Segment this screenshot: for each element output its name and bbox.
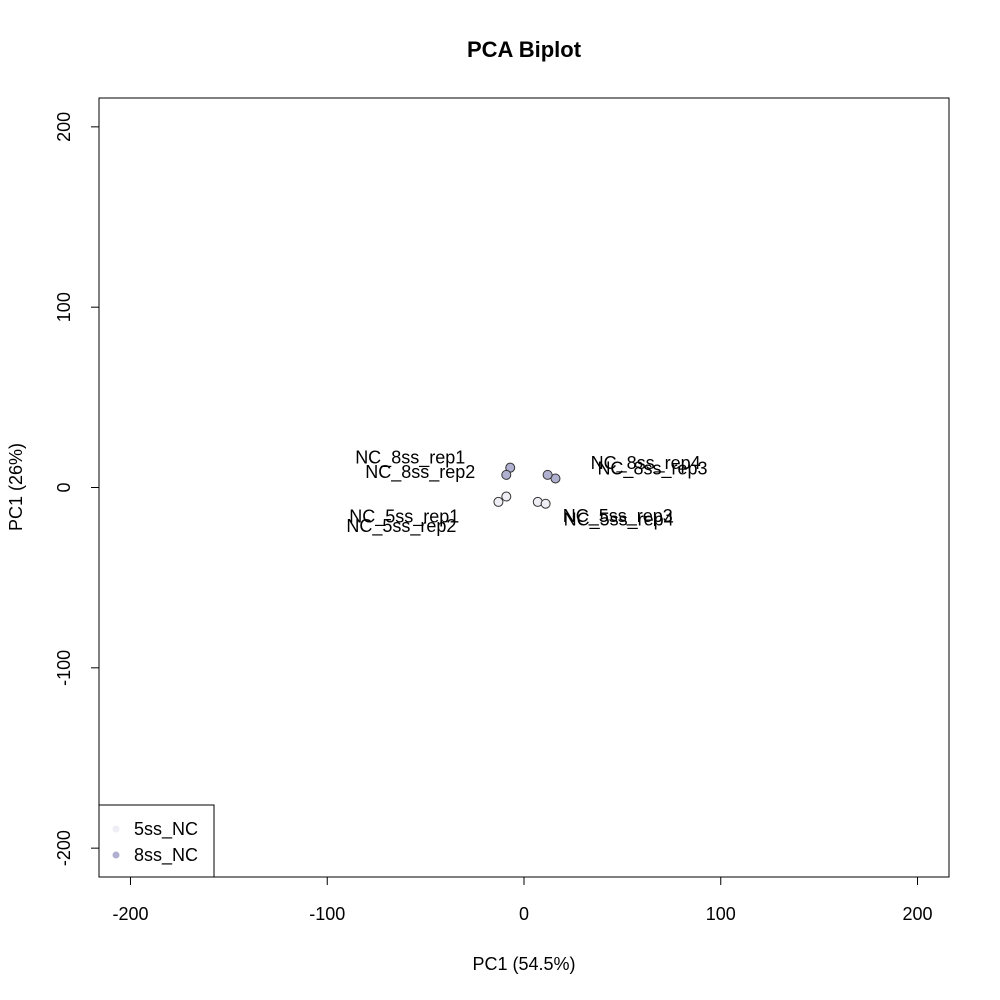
x-axis-label: PC1 (54.5%) xyxy=(472,954,575,974)
x-tick-label: 100 xyxy=(706,904,736,924)
legend-marker xyxy=(112,851,120,859)
data-point xyxy=(542,469,553,480)
legend: 5ss_NC 8ss_NC xyxy=(98,804,215,878)
point-label: NC_5ss_rep4 xyxy=(564,510,674,531)
legend-entry: 5ss_NC xyxy=(134,819,198,840)
y-tick-label: 0 xyxy=(54,482,74,492)
data-point xyxy=(493,496,504,507)
x-axis: -200 -100 0 100 200 xyxy=(112,877,933,924)
y-axis: -200 -100 0 100 200 xyxy=(54,112,99,866)
data-point xyxy=(501,469,512,480)
point-label: NC_5ss_rep3 xyxy=(563,506,673,527)
point-label: NC_8ss_rep3 xyxy=(597,458,707,479)
legend-entry: 8ss_NC xyxy=(134,845,198,866)
x-tick-label: 0 xyxy=(519,904,529,924)
y-axis-label: PC1 (26%) xyxy=(6,443,26,531)
y-tick-label: 200 xyxy=(54,112,74,142)
legend-box xyxy=(98,804,215,878)
chart-title: PCA Biplot xyxy=(467,37,582,62)
legend-marker xyxy=(112,825,120,833)
point-label: NC_8ss_rep4 xyxy=(591,453,701,474)
x-tick-label: 200 xyxy=(902,904,932,924)
x-tick-label: -200 xyxy=(112,904,148,924)
y-tick-label: -100 xyxy=(54,650,74,686)
data-point xyxy=(501,491,512,502)
y-tick-label: -200 xyxy=(54,830,74,866)
plot-frame xyxy=(98,97,950,878)
point-label: NC_5ss_rep2 xyxy=(346,516,456,537)
data-point xyxy=(540,498,551,509)
point-label: NC_8ss_rep1 xyxy=(355,448,465,469)
x-tick-label: -100 xyxy=(309,904,345,924)
point-label: NC_5ss_rep1 xyxy=(349,507,459,528)
data-points xyxy=(493,462,561,509)
y-tick-label: 100 xyxy=(54,292,74,322)
point-label: NC_8ss_rep2 xyxy=(365,462,475,483)
